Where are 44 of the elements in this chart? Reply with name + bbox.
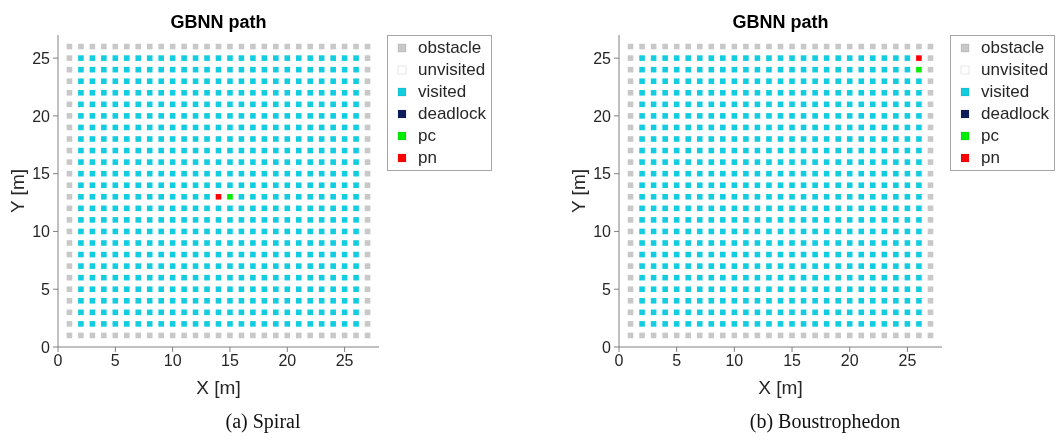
text: (a) Spiral <box>225 409 301 432</box>
y-tick-label: 20 <box>32 107 51 125</box>
legend-label: pn <box>418 148 437 167</box>
x-tick-label: 0 <box>53 352 63 370</box>
y-tick-label: 5 <box>602 280 612 298</box>
legend-label: visited <box>418 82 467 101</box>
y-tick-label: 10 <box>593 223 612 241</box>
legend-label: deadlock <box>981 104 1050 123</box>
y-tick-label: 0 <box>41 338 51 356</box>
legend-label: visited <box>981 82 1030 101</box>
x-tick-label: 20 <box>840 352 859 370</box>
legend-label: pn <box>981 148 1000 167</box>
chart-title: GBNN path <box>732 11 829 32</box>
y-tick-label: 20 <box>593 107 612 125</box>
y-axis-title: Y [m] <box>7 169 28 213</box>
x-tick-label: 5 <box>672 352 682 370</box>
x-tick-label: 0 <box>614 352 624 370</box>
y-tick-label: 0 <box>602 338 612 356</box>
legend-label: deadlock <box>418 104 487 123</box>
x-tick-label: 20 <box>278 352 297 370</box>
x-tick-label: 10 <box>725 352 744 370</box>
y-tick-label: 15 <box>593 165 612 183</box>
legend-label: obstacle <box>418 38 482 57</box>
y-tick-label: 25 <box>593 49 612 67</box>
y-axis-title: Y [m] <box>568 169 589 213</box>
legend-label: unvisited <box>981 60 1049 79</box>
x-tick-label: 25 <box>898 352 917 370</box>
text: (b) Boustrophedon <box>749 409 901 432</box>
y-tick-label: 15 <box>32 165 51 183</box>
x-tick-label: 10 <box>163 352 182 370</box>
x-tick-label: 25 <box>335 352 354 370</box>
x-axis-title: X [m] <box>196 377 241 398</box>
legend-label: pc <box>418 126 436 145</box>
legend-label: obstacle <box>981 38 1045 57</box>
x-tick-label: 15 <box>221 352 239 370</box>
y-tick-label: 25 <box>32 49 51 67</box>
y-tick-label: 5 <box>41 280 51 298</box>
x-tick-label: 5 <box>110 352 120 370</box>
legend-label: unvisited <box>418 60 486 79</box>
y-tick-label: 10 <box>32 223 51 241</box>
x-axis-title: X [m] <box>758 377 803 398</box>
x-tick-label: 15 <box>783 352 802 370</box>
legend-label: pc <box>981 126 999 145</box>
chart-title: GBNN path <box>170 11 267 32</box>
